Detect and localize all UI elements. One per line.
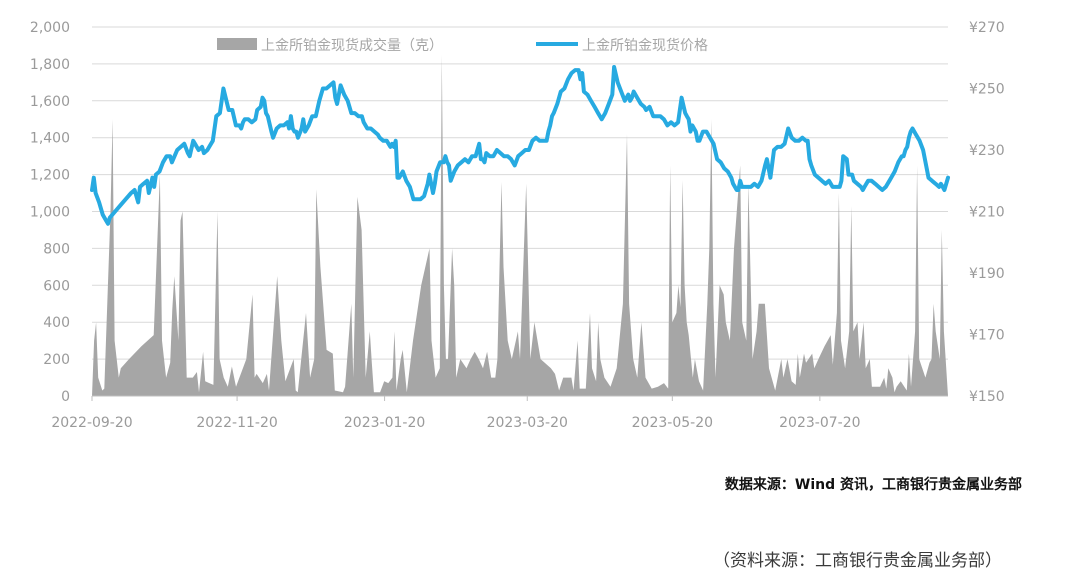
y-left-tick-label: 1,600 bbox=[30, 94, 70, 110]
y-left-tick-label: 600 bbox=[43, 278, 70, 294]
y-left-tick-label: 200 bbox=[43, 352, 70, 368]
y-right-tick-label: ¥230 bbox=[969, 143, 1005, 159]
y-left-tick-label: 0 bbox=[61, 389, 70, 405]
x-tick-label: 2023-03-20 bbox=[487, 415, 568, 431]
x-tick-label: 2022-11-20 bbox=[196, 415, 277, 431]
y-right-tick-label: ¥190 bbox=[969, 266, 1005, 282]
price-line-layer bbox=[90, 65, 950, 226]
x-tick-label: 2023-07-20 bbox=[779, 415, 860, 431]
legend-price-label: 上金所铂金现货价格 bbox=[582, 37, 708, 54]
y-right-tick-label: ¥150 bbox=[969, 389, 1005, 405]
y-right-tick-label: ¥250 bbox=[969, 82, 1005, 98]
y-left-tick-label: 400 bbox=[43, 315, 70, 331]
tick-labels: 0 200 400 600 800 1,000 1,200 1,400 1,600 1,800 2,… bbox=[30, 20, 1005, 431]
x-tick-label: 2023-05-20 bbox=[632, 415, 713, 431]
y-left-tick-label: 1,200 bbox=[30, 168, 70, 184]
caption: （资料来源：工商银行贵金属业务部） bbox=[713, 551, 1002, 571]
y-left-tick-label: 2,000 bbox=[30, 20, 70, 36]
x-tick-label: 2023-01-20 bbox=[344, 415, 425, 431]
y-left-tick-label: 1,000 bbox=[30, 205, 70, 221]
y-left-tick-label: 1,400 bbox=[30, 131, 70, 147]
y-right-tick-label: ¥270 bbox=[969, 20, 1005, 36]
legend-volume-swatch bbox=[217, 38, 257, 50]
x-tick-label: 2022-09-20 bbox=[51, 415, 132, 431]
grid-lines bbox=[92, 26, 948, 360]
price-line bbox=[90, 65, 950, 226]
volume-area-layer bbox=[92, 54, 948, 396]
y-right-tick-label: ¥170 bbox=[969, 328, 1005, 344]
axes bbox=[91, 395, 948, 401]
y-right-tick-label: ¥210 bbox=[969, 205, 1005, 221]
legend-volume-label: 上金所铂金现货成交量（克） bbox=[261, 37, 443, 54]
legend: 上金所铂金现货成交量（克） 上金所铂金现货价格 bbox=[217, 37, 708, 54]
chart: 0 200 400 600 800 1,000 1,200 1,400 1,600 1,800 2,… bbox=[30, 20, 1005, 431]
data-source-note: 数据来源：Wind 资讯，工商银行贵金属业务部 bbox=[724, 477, 1022, 493]
volume-area bbox=[92, 54, 948, 396]
y-left-tick-label: 1,800 bbox=[30, 57, 70, 73]
y-left-tick-label: 800 bbox=[43, 241, 70, 257]
